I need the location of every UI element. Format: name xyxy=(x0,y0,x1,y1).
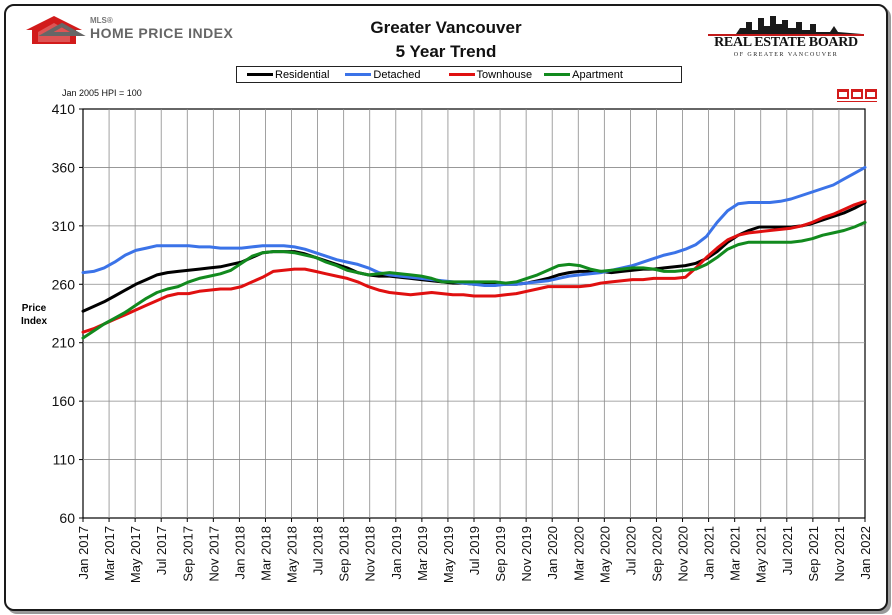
series-line-detached xyxy=(81,165,867,287)
y-tick-label: 410 xyxy=(52,101,76,117)
y-axis-label-text: Price Index xyxy=(20,303,48,327)
x-tick-label: May 2020 xyxy=(597,526,612,583)
x-tick-label: May 2018 xyxy=(285,526,300,583)
y-tick-label: 210 xyxy=(52,335,76,351)
skyline-logo-icon xyxy=(708,16,864,36)
legend-label-detached: Detached xyxy=(373,68,421,81)
hpi-logo-text: HOME PRICE INDEX xyxy=(90,25,234,41)
series-line-townhouse xyxy=(81,199,867,334)
house-logo-icon xyxy=(26,16,86,44)
x-tick-label: Nov 2020 xyxy=(676,526,691,582)
x-tick-label: Nov 2019 xyxy=(519,526,534,582)
hpi-logo-small: MLS® xyxy=(90,16,113,25)
x-tick-label: Nov 2021 xyxy=(832,526,847,582)
x-tick-label: Jan 2017 xyxy=(76,526,91,580)
x-tick-label: Mar 2019 xyxy=(415,526,430,581)
chart-subtitle: 5 Year Trend xyxy=(395,42,497,61)
y-tick-label: 110 xyxy=(53,452,76,468)
x-tick-label: May 2019 xyxy=(441,526,456,583)
x-tick-label: Jul 2019 xyxy=(467,526,482,575)
x-tick-label: Jan 2021 xyxy=(702,526,717,580)
legend-swatch-residential xyxy=(247,73,273,76)
x-tick-label: Jul 2021 xyxy=(780,526,795,575)
x-tick-label: Nov 2017 xyxy=(206,526,221,582)
x-tick-label: May 2021 xyxy=(754,526,769,583)
x-tick-label: Sep 2018 xyxy=(337,526,352,582)
y-tick-label: 60 xyxy=(59,510,75,526)
x-tick-label: Sep 2017 xyxy=(180,526,195,582)
legend-item-apartment: Apartment xyxy=(544,69,623,81)
x-tick-label: Sep 2020 xyxy=(649,526,664,582)
legend-swatch-apartment xyxy=(544,73,571,76)
x-tick-label: Nov 2018 xyxy=(363,526,378,582)
legend-label-apartment: Apartment xyxy=(572,68,623,81)
y-tick-label: 310 xyxy=(52,218,76,234)
series-line-apartment xyxy=(81,220,867,340)
x-tick-label: Mar 2021 xyxy=(728,526,743,581)
legend-label-residential: Residential xyxy=(275,68,330,81)
board-name: REAL ESTATE BOARD xyxy=(714,35,858,50)
chart-title: Greater Vancouver xyxy=(370,18,522,37)
legend-label-townhouse: Townhouse xyxy=(476,68,533,81)
x-tick-label: Jan 2019 xyxy=(389,526,404,580)
x-tick-label: Jan 2022 xyxy=(858,526,873,580)
hpi-base-note: Jan 2005 HPI = 100 xyxy=(62,88,142,98)
y-axis-label: Price Index xyxy=(14,302,54,328)
legend-swatch-townhouse xyxy=(448,73,475,76)
mls-badge-icon xyxy=(837,89,877,102)
x-tick-label: Jul 2017 xyxy=(154,526,169,575)
legend-item-townhouse: Townhouse xyxy=(448,68,533,81)
chart-legend: Residential Detached Townhouse Apartment xyxy=(236,66,682,83)
x-tick-label: Sep 2019 xyxy=(493,526,508,582)
x-tick-label: Jul 2020 xyxy=(623,526,638,575)
x-tick-label: Jul 2018 xyxy=(311,526,326,575)
x-tick-label: Jan 2018 xyxy=(232,526,247,580)
board-subtitle: OF GREATER VANCOUVER xyxy=(733,52,839,58)
y-tick-label: 160 xyxy=(52,393,76,409)
y-tick-label: 360 xyxy=(52,159,76,175)
y-tick-label: 260 xyxy=(52,276,76,292)
x-tick-label: Mar 2020 xyxy=(571,526,586,581)
x-tick-label: Mar 2017 xyxy=(102,526,117,581)
x-tick-label: Jan 2020 xyxy=(545,526,560,580)
legend-item-residential: Residential xyxy=(247,69,329,81)
x-tick-label: Sep 2021 xyxy=(806,526,821,582)
legend-swatch-detached xyxy=(345,73,372,76)
x-tick-label: May 2017 xyxy=(128,526,143,583)
x-tick-label: Mar 2018 xyxy=(258,526,273,581)
legend-item-detached: Detached xyxy=(345,68,421,81)
